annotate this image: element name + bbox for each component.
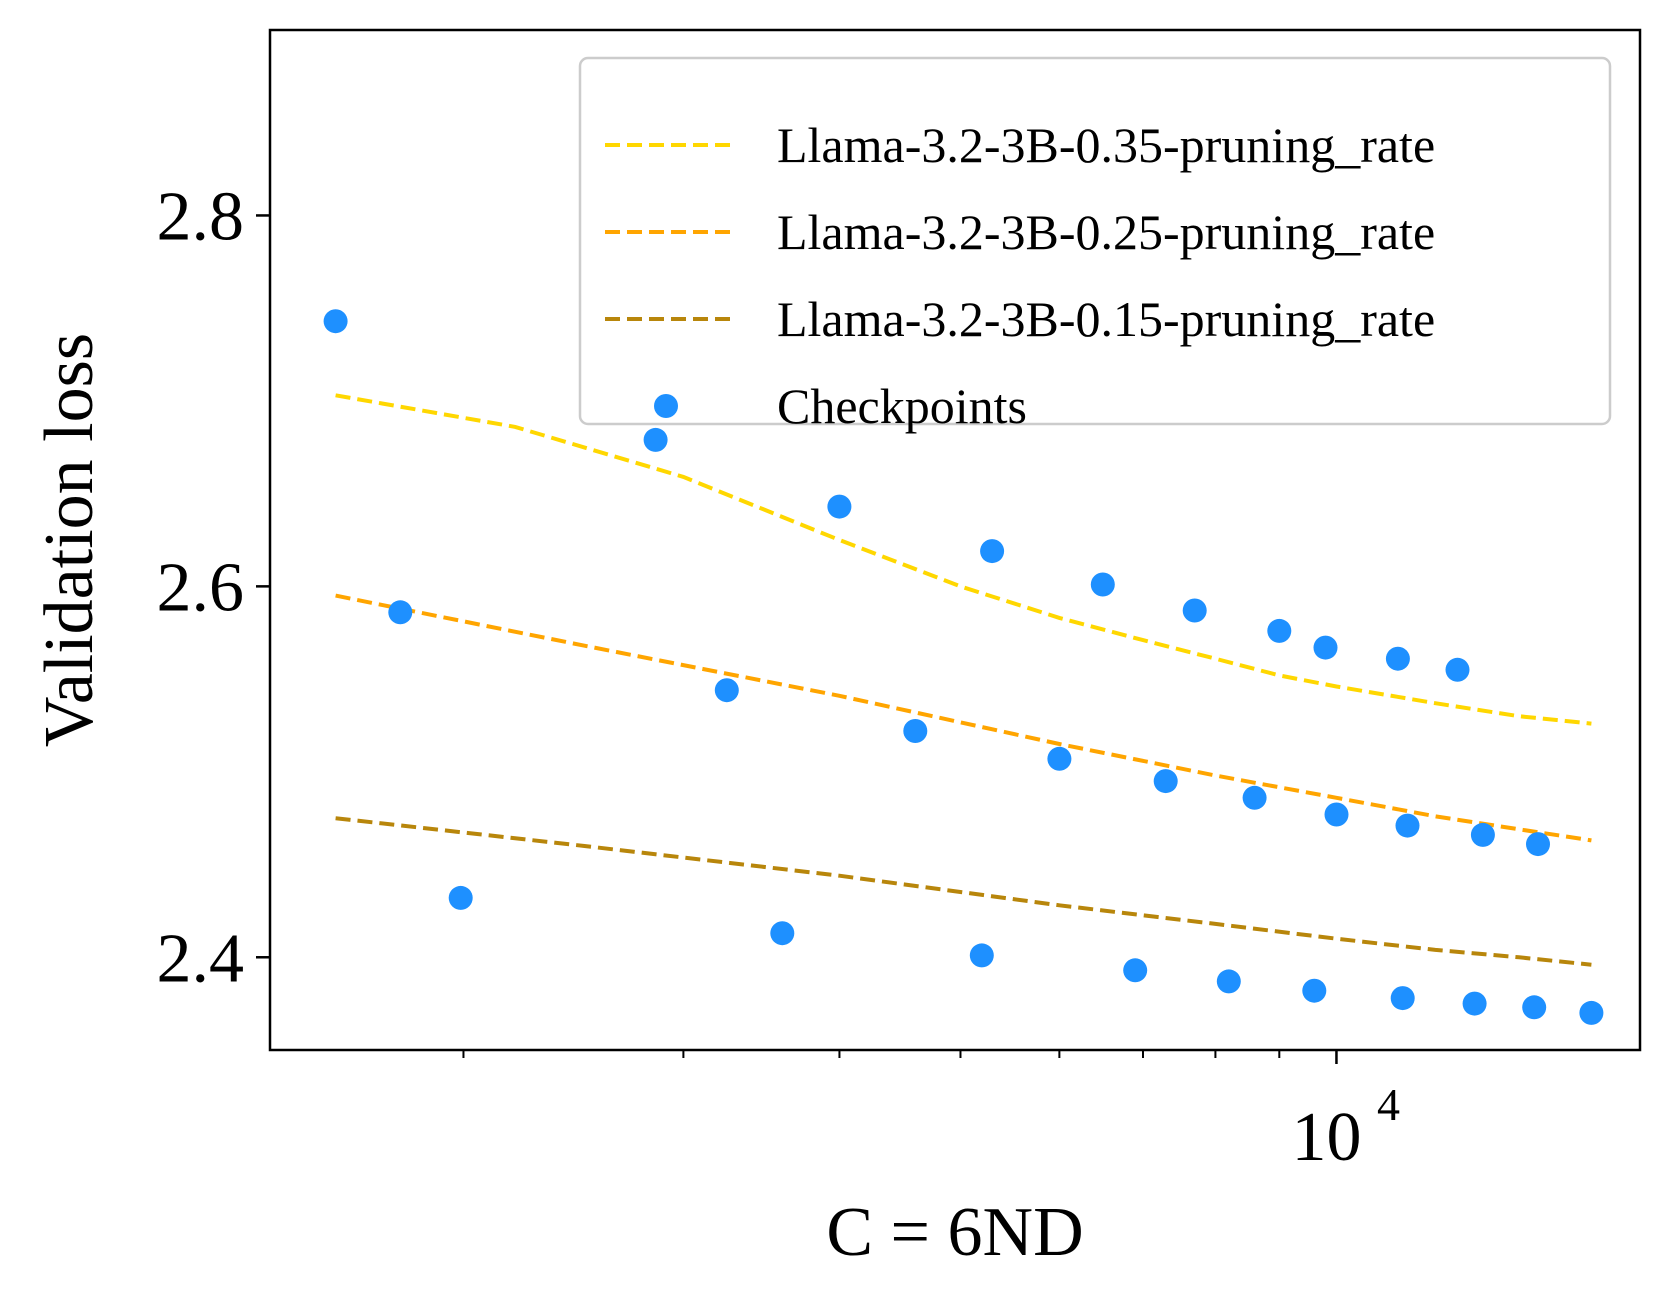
- checkpoint-point: [903, 719, 928, 743]
- checkpoint-point: [1445, 657, 1470, 682]
- checkpoint-point: [323, 309, 348, 334]
- checkpoint-point: [388, 600, 413, 625]
- checkpoint-point: [969, 943, 994, 968]
- legend-label: Llama-3.2-3B-0.25-pruning_rate: [777, 204, 1435, 260]
- checkpoint-point: [1324, 802, 1349, 827]
- x-axis-title: C = 6ND: [826, 1194, 1083, 1271]
- checkpoint-point: [714, 678, 739, 703]
- fit-line-2: [335, 816, 1592, 967]
- legend-label: Checkpoints: [777, 378, 1027, 434]
- x-tick-label: 10: [1291, 1099, 1361, 1176]
- checkpoint-point: [1462, 991, 1487, 1016]
- checkpoint-point: [448, 885, 473, 910]
- fit-line-0: [335, 393, 1592, 726]
- checkpoint-point: [1182, 598, 1207, 623]
- checkpoint-point: [1302, 978, 1327, 1003]
- checkpoint-point: [643, 427, 668, 452]
- legend-box: [578, 56, 1612, 426]
- checkpoint-point: [770, 921, 795, 946]
- checkpoint-point: [1153, 769, 1178, 794]
- checkpoint-point: [1313, 635, 1338, 660]
- y-axis-title: Validation loss: [31, 333, 108, 747]
- checkpoint-point: [1385, 646, 1410, 671]
- y-tick-label: 2.4: [157, 920, 245, 997]
- checkpoint-point: [980, 539, 1005, 564]
- y-tick-label: 2.6: [157, 549, 245, 626]
- y-tick-label: 2.8: [157, 178, 245, 255]
- checkpoint-point: [1242, 785, 1267, 810]
- legend-label: Llama-3.2-3B-0.35-pruning_rate: [777, 117, 1435, 173]
- checkpoint-point: [1267, 618, 1292, 643]
- x-tick-exponent: 4: [1377, 1079, 1400, 1130]
- checkpoint-point: [1470, 822, 1495, 847]
- checkpoint-point: [1123, 958, 1148, 983]
- legend-label: Llama-3.2-3B-0.15-pruning_rate: [777, 291, 1435, 347]
- checkpoint-point: [1522, 995, 1547, 1020]
- legend: Llama-3.2-3B-0.35-pruning_rate Llama-3.2-…: [578, 56, 1612, 434]
- checkpoint-point: [1216, 969, 1241, 994]
- checkpoint-point: [1395, 813, 1420, 838]
- checkpoint-point: [827, 494, 852, 519]
- plot-frame: [268, 28, 1642, 1052]
- checkpoint-point: [1090, 572, 1115, 597]
- fit-line-1: [335, 593, 1592, 843]
- checkpoint-point: [1047, 746, 1072, 771]
- checkpoint-point: [1579, 1000, 1604, 1025]
- checkpoint-point: [1390, 986, 1415, 1011]
- legend-marker: [654, 394, 678, 418]
- checkpoint-point: [1526, 832, 1550, 857]
